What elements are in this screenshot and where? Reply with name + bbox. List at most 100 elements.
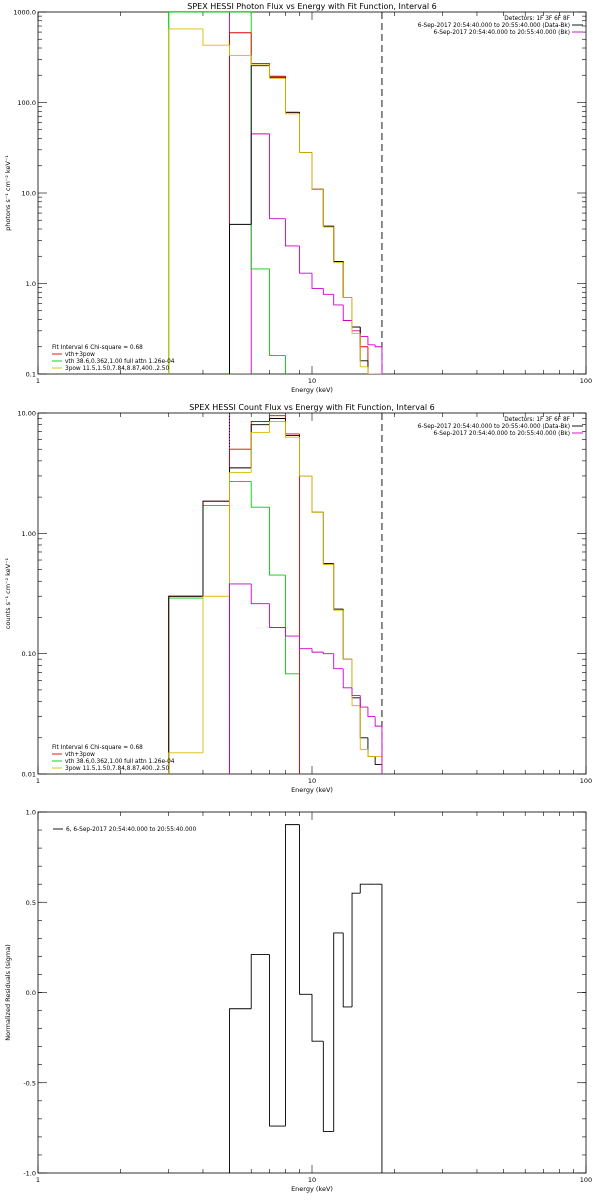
series-4-bin-1 xyxy=(250,583,270,605)
series-2-bin-5 xyxy=(311,152,324,190)
series-4-bin-4 xyxy=(299,636,312,650)
legend-entry-text: Detectors: 1F 3F 6F 8F xyxy=(504,417,570,423)
series-2-bin-9 xyxy=(351,297,361,328)
series-0-bin-4 xyxy=(299,824,312,995)
series-3-bin-13 xyxy=(367,749,376,757)
series-2-bin-13 xyxy=(367,737,376,757)
series-0-bin-1 xyxy=(202,505,230,599)
series-0-bin-6 xyxy=(322,1041,334,1132)
chart-title: SPEX HESSI Count Flux vs Energy with Fit… xyxy=(189,403,434,412)
series-0-bin-5 xyxy=(311,994,324,1042)
x-tick-label: 1 xyxy=(36,777,40,785)
series-2-bin-3 xyxy=(284,76,300,113)
series-2-bin-6 xyxy=(299,435,312,477)
legend-entry-text: Fit Interval 6 Chi-square = 0.68 xyxy=(52,345,143,351)
plot-frame xyxy=(37,811,587,1174)
x-tick-label: 10 xyxy=(308,377,316,385)
series-0-bin-4 xyxy=(299,245,312,274)
y-tick-label: 1.00 xyxy=(22,530,36,538)
legend-entry-text: 6-Sep-2017 20:54:40.000 to 20:55:40.000 … xyxy=(434,30,570,36)
series-4-bin-10 xyxy=(359,695,368,708)
series-3-bin-12 xyxy=(359,705,368,750)
series-4-bin-1 xyxy=(202,28,230,46)
series-0-bin-1 xyxy=(250,954,270,1009)
series-2-bin-10 xyxy=(342,609,353,660)
series-0-bin-9 xyxy=(351,892,361,1007)
legend-entry-text: 6-Sep-2017 20:54:40.000 to 20:55:40.000 … xyxy=(418,23,570,29)
series-3-bin-4 xyxy=(269,421,286,433)
y-tick-label: 1.0 xyxy=(26,809,36,817)
series-2-bin-6 xyxy=(322,189,334,227)
plot-frame xyxy=(37,412,587,775)
series-0-bin-3 xyxy=(284,218,300,247)
series-3-bin-6 xyxy=(322,189,334,227)
legend-entry-text: Detectors: 1F 3F 6F 8F xyxy=(504,16,570,22)
series-2-bin-9 xyxy=(333,563,344,610)
series-3-bin-9 xyxy=(333,564,344,611)
series-0-bin-3 xyxy=(250,481,270,508)
x-tick-label: 10 xyxy=(308,1176,316,1184)
legend-entry-text: vth+3pow xyxy=(65,752,95,758)
series-0-bin-8 xyxy=(342,932,353,1008)
series-2-bin-11 xyxy=(351,659,361,699)
x-axis-label: Energy (keV) xyxy=(291,386,333,394)
series-0-bin-12 xyxy=(374,344,382,348)
series-3-bin-10 xyxy=(342,610,353,660)
series-2-bin-1 xyxy=(202,500,230,597)
series-1-bin-0 xyxy=(168,595,203,774)
legend-entry-text: 3pow 11.5,1.50,7.84,8.87,400.,2.50 xyxy=(65,366,169,372)
y-tick-label: -0.5 xyxy=(23,1079,36,1087)
series-4-bin-13 xyxy=(367,366,376,374)
x-tick-label: 1 xyxy=(36,377,40,385)
series-3-bin-8 xyxy=(342,261,353,298)
plot-area xyxy=(229,824,383,1173)
legend-entry-text: 6, 6-Sep-2017 20:54:40.000 to 20:55:40.0… xyxy=(66,827,196,833)
series-0-bin-7 xyxy=(333,932,344,1132)
series-4-bin-9 xyxy=(351,687,361,696)
legend-entry-text: 3pow 11.5,1.50,7.84,8.87,400.,2.50 xyxy=(65,766,169,772)
series-0-bin-2 xyxy=(269,954,286,1127)
series-2-bin-11 xyxy=(367,346,376,374)
series-1-bin-3 xyxy=(250,421,270,450)
series-0-bin-10 xyxy=(359,883,368,894)
plot-area xyxy=(168,413,383,774)
series-1-bin-4 xyxy=(269,268,286,356)
series-0-bin-5 xyxy=(311,273,324,289)
series-3-bin-2 xyxy=(269,65,286,78)
series-1-bin-5 xyxy=(284,415,300,435)
series-0-bin-1 xyxy=(250,133,270,374)
series-3-bin-3 xyxy=(284,77,300,113)
y-tick-label: 10.0 xyxy=(22,190,36,198)
y-axis-label: Normalized Residuals (sigma) xyxy=(4,944,12,1041)
series-2-bin-7 xyxy=(311,475,324,513)
series-2-bin-4 xyxy=(299,112,312,153)
x-tick-label: 100 xyxy=(580,1176,592,1184)
series-3-bin-5 xyxy=(311,152,324,190)
legend-entry-text: 6-Sep-2017 20:54:40.000 to 20:55:40.000 … xyxy=(434,431,570,437)
series-4-bin-0 xyxy=(168,28,203,374)
series-3-bin-9 xyxy=(351,297,361,328)
plot-area xyxy=(168,12,383,374)
y-tick-label: 10.00 xyxy=(17,410,36,418)
series-4-bin-6 xyxy=(322,652,334,655)
series-4-bin-10 xyxy=(342,262,353,298)
series-3-bin-3 xyxy=(250,431,270,473)
series-2-bin-1 xyxy=(250,32,270,64)
series-0-bin-6 xyxy=(322,288,334,295)
y-tick-label: 0.10 xyxy=(22,650,36,658)
series-2-bin-5 xyxy=(284,418,300,436)
series-0-bin-4 xyxy=(269,507,286,576)
series-3-bin-1 xyxy=(202,595,230,753)
series-1-bin-3 xyxy=(250,12,270,270)
legend-entry-text: 6-Sep-2017 20:54:40.000 to 20:55:40.000 … xyxy=(418,424,570,430)
series-2-bin-12 xyxy=(359,697,368,739)
series-2-bin-7 xyxy=(333,226,344,262)
series-4-bin-2 xyxy=(269,603,286,628)
series-3-bin-7 xyxy=(333,226,344,262)
residuals-panel: 1 10 100 Energy (keV) -1.0 -0.5 0.0 0.5 1.0 Norma… xyxy=(4,809,592,1194)
series-3-bin-6 xyxy=(299,437,312,477)
series-3-bin-5 xyxy=(284,421,300,438)
y-tick-label: 1000.0 xyxy=(13,9,36,17)
series-4-bin-5 xyxy=(311,648,324,653)
legend-entry-text: vth 38.6,0.362,1.00 full attn 1.26e-04 xyxy=(65,359,175,365)
